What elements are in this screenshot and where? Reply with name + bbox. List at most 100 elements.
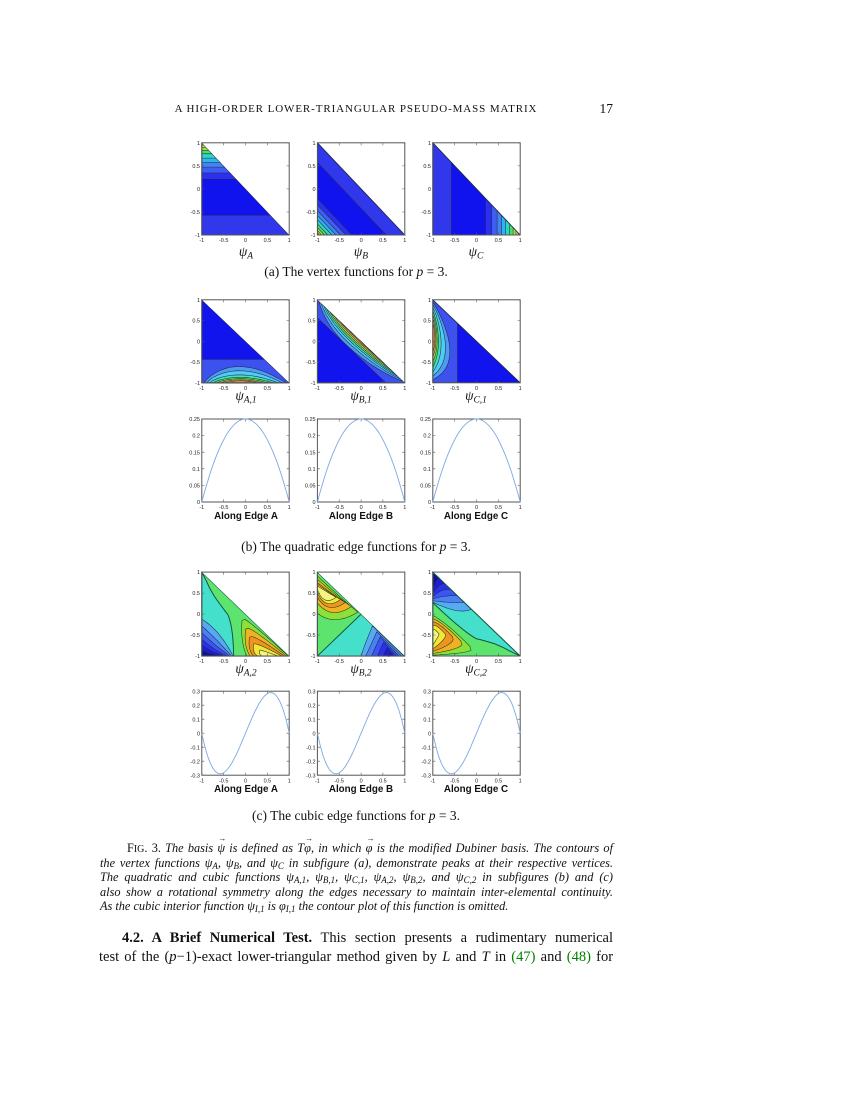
svg-text:0.5: 0.5 xyxy=(192,591,200,597)
svg-text:1: 1 xyxy=(403,659,406,665)
svg-text:0.5: 0.5 xyxy=(264,659,272,665)
svg-text:0: 0 xyxy=(197,187,200,193)
svg-text:0.1: 0.1 xyxy=(308,717,316,723)
svg-text:0.5: 0.5 xyxy=(495,778,503,784)
svg-text:1: 1 xyxy=(428,141,431,147)
svg-text:1: 1 xyxy=(519,505,522,511)
svg-text:1: 1 xyxy=(197,570,200,576)
svg-text:0: 0 xyxy=(475,238,478,244)
svg-text:1: 1 xyxy=(519,659,522,665)
svg-text:0: 0 xyxy=(428,339,431,345)
svg-text:-1: -1 xyxy=(426,381,431,387)
svg-text:0.1: 0.1 xyxy=(192,717,200,723)
svg-text:0.05: 0.05 xyxy=(189,484,200,490)
svg-text:0.2: 0.2 xyxy=(308,434,316,440)
svg-text:0: 0 xyxy=(197,339,200,345)
svg-text:-1: -1 xyxy=(315,238,320,244)
svg-text:0.5: 0.5 xyxy=(308,319,316,325)
svg-text:0.5: 0.5 xyxy=(264,778,272,784)
svg-text:1: 1 xyxy=(519,386,522,392)
svg-text:-0.5: -0.5 xyxy=(306,360,315,366)
svg-text:-1: -1 xyxy=(199,659,204,665)
svg-text:0: 0 xyxy=(313,339,316,345)
svg-text:-1: -1 xyxy=(311,654,316,660)
svg-text:0.2: 0.2 xyxy=(192,703,200,709)
svg-text:0: 0 xyxy=(475,386,478,392)
svg-text:1: 1 xyxy=(197,298,200,304)
svg-text:0: 0 xyxy=(428,500,431,506)
svg-text:0.2: 0.2 xyxy=(192,434,200,440)
svg-text:-0.5: -0.5 xyxy=(191,633,200,639)
svg-text:0.3: 0.3 xyxy=(192,689,200,695)
svg-text:-0.5: -0.5 xyxy=(450,778,459,784)
svg-text:-1: -1 xyxy=(195,381,200,387)
svg-text:-1: -1 xyxy=(430,659,435,665)
svg-text:-1: -1 xyxy=(430,505,435,511)
svg-text:0.5: 0.5 xyxy=(423,164,431,170)
svg-text:-0.5: -0.5 xyxy=(191,210,200,216)
svg-text:0.5: 0.5 xyxy=(264,238,272,244)
svg-text:0: 0 xyxy=(313,612,316,618)
svg-text:1: 1 xyxy=(197,141,200,147)
svg-text:0.5: 0.5 xyxy=(308,164,316,170)
svg-text:1: 1 xyxy=(288,505,291,511)
svg-text:0: 0 xyxy=(360,659,363,665)
svg-text:0: 0 xyxy=(475,659,478,665)
svg-text:0.1: 0.1 xyxy=(308,467,316,473)
svg-text:-0.5: -0.5 xyxy=(334,778,343,784)
svg-text:0.5: 0.5 xyxy=(495,238,503,244)
svg-text:0.5: 0.5 xyxy=(495,659,503,665)
svg-text:1: 1 xyxy=(403,778,406,784)
svg-text:-0.5: -0.5 xyxy=(422,360,431,366)
svg-text:0.3: 0.3 xyxy=(308,689,316,695)
svg-text:1: 1 xyxy=(403,505,406,511)
svg-text:0.2: 0.2 xyxy=(423,703,431,709)
svg-text:-1: -1 xyxy=(426,654,431,660)
svg-text:0.25: 0.25 xyxy=(189,417,200,423)
svg-text:1: 1 xyxy=(313,141,316,147)
svg-text:-0.5: -0.5 xyxy=(306,633,315,639)
svg-text:0.5: 0.5 xyxy=(379,386,387,392)
svg-text:0: 0 xyxy=(360,505,363,511)
svg-text:-1: -1 xyxy=(430,238,435,244)
svg-text:0.15: 0.15 xyxy=(189,450,200,456)
svg-text:0.5: 0.5 xyxy=(495,386,503,392)
svg-text:0: 0 xyxy=(244,778,247,784)
svg-text:-0.3: -0.3 xyxy=(306,773,315,779)
svg-text:0.5: 0.5 xyxy=(423,591,431,597)
svg-text:-1: -1 xyxy=(430,386,435,392)
svg-text:-1: -1 xyxy=(315,659,320,665)
svg-text:0: 0 xyxy=(360,238,363,244)
svg-text:0: 0 xyxy=(244,659,247,665)
svg-text:-0.5: -0.5 xyxy=(450,505,459,511)
svg-text:-1: -1 xyxy=(199,778,204,784)
svg-text:-1: -1 xyxy=(195,654,200,660)
svg-text:1: 1 xyxy=(519,778,522,784)
svg-text:-0.5: -0.5 xyxy=(219,386,228,392)
svg-text:-1: -1 xyxy=(311,381,316,387)
svg-text:-0.1: -0.1 xyxy=(191,745,200,751)
svg-text:1: 1 xyxy=(403,238,406,244)
svg-text:-0.5: -0.5 xyxy=(334,505,343,511)
svg-text:0: 0 xyxy=(428,187,431,193)
svg-text:-0.2: -0.2 xyxy=(306,759,315,765)
svg-text:-0.2: -0.2 xyxy=(422,759,431,765)
svg-text:0: 0 xyxy=(197,500,200,506)
svg-text:1: 1 xyxy=(428,298,431,304)
svg-text:-0.5: -0.5 xyxy=(422,210,431,216)
svg-text:0: 0 xyxy=(244,238,247,244)
svg-text:0: 0 xyxy=(197,731,200,737)
svg-text:-0.3: -0.3 xyxy=(191,773,200,779)
svg-text:0.1: 0.1 xyxy=(423,717,431,723)
svg-text:0.15: 0.15 xyxy=(420,450,431,456)
svg-text:1: 1 xyxy=(288,238,291,244)
svg-text:0.5: 0.5 xyxy=(423,319,431,325)
svg-text:-0.5: -0.5 xyxy=(219,659,228,665)
svg-text:-0.2: -0.2 xyxy=(191,759,200,765)
svg-text:-0.5: -0.5 xyxy=(422,633,431,639)
svg-text:0: 0 xyxy=(244,505,247,511)
svg-text:-0.5: -0.5 xyxy=(219,505,228,511)
svg-text:0: 0 xyxy=(475,505,478,511)
svg-text:-0.5: -0.5 xyxy=(450,238,459,244)
svg-text:0.5: 0.5 xyxy=(192,164,200,170)
